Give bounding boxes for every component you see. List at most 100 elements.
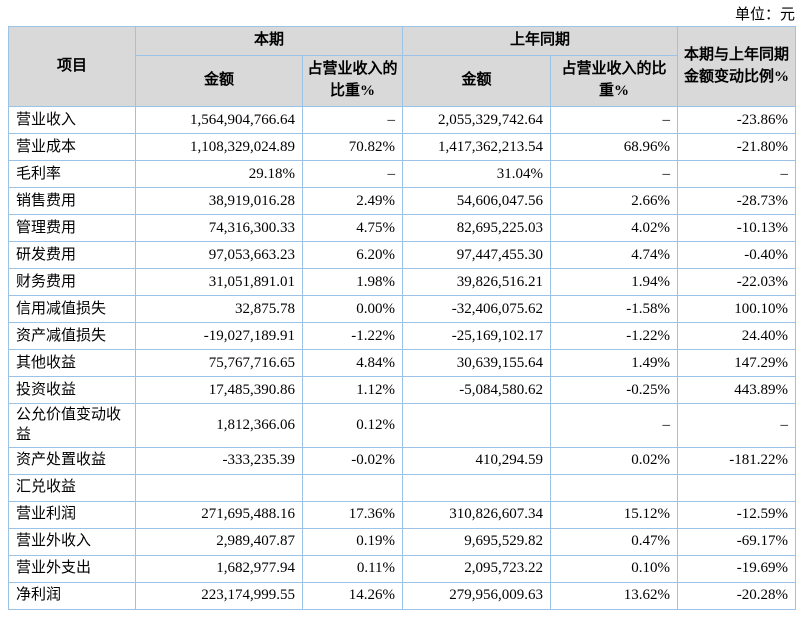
cell-item: 研发费用 — [8, 241, 136, 269]
cell-change-ratio: 24.40% — [677, 322, 797, 350]
cell-current-pct: 4.75% — [301, 214, 404, 242]
cell-prior-pct: 0.02% — [550, 446, 679, 475]
cell-current-pct: 6.20% — [301, 241, 404, 269]
cell-item: 营业利润 — [8, 500, 136, 529]
cell-change-ratio: -21.80% — [677, 133, 797, 161]
cell-item: 汇兑收益 — [8, 473, 136, 502]
cell-change-ratio: -12.59% — [677, 500, 797, 529]
cell-item: 净利润 — [8, 581, 136, 610]
table-row: 管理费用 74,316,300.33 4.75% 82,695,225.03 4… — [8, 214, 797, 242]
cell-change-ratio: 147.29% — [677, 349, 797, 377]
table-row: 研发费用 97,053,663.23 6.20% 97,447,455.30 4… — [8, 241, 797, 269]
col-header-prior-amount: 金额 — [402, 55, 552, 107]
cell-prior-pct: 0.10% — [550, 554, 679, 583]
cell-prior-amount: 410,294.59 — [402, 446, 552, 475]
cell-change-ratio: -181.22% — [677, 446, 797, 475]
cell-current-amount: 17,485,390.86 — [135, 376, 303, 404]
cell-change-ratio — [677, 473, 797, 502]
cell-current-amount: 1,108,329,024.89 — [135, 133, 303, 161]
cell-prior-pct: 4.74% — [550, 241, 679, 269]
cell-current-amount: 32,875.78 — [135, 295, 303, 323]
table-row: 资产处置收益 -333,235.39 -0.02% 410,294.59 0.0… — [8, 446, 797, 475]
cell-current-pct: -1.22% — [301, 322, 404, 350]
cell-current-pct: 14.26% — [301, 581, 404, 610]
cell-item: 营业成本 — [8, 133, 136, 161]
cell-current-amount: 31,051,891.01 — [135, 268, 303, 296]
cell-prior-pct: – — [550, 160, 679, 188]
cell-prior-pct: 2.66% — [550, 187, 679, 215]
table-row: 信用减值损失 32,875.78 0.00% -32,406,075.62 -1… — [8, 295, 797, 323]
col-header-current-period: 本期 — [134, 26, 404, 56]
cell-item: 营业外收入 — [8, 527, 136, 556]
header-row-subcolumns: 金额 占营业收入的比重% 金额 占营业收入的比重% — [9, 55, 796, 107]
cell-change-ratio: – — [677, 403, 797, 448]
cell-prior-pct: -1.58% — [550, 295, 679, 323]
table-row: 公允价值变动收益 1,812,366.06 0.12% – – — [8, 403, 797, 448]
cell-item: 资产处置收益 — [8, 446, 136, 475]
cell-current-pct: 17.36% — [301, 500, 404, 529]
cell-prior-amount: 31.04% — [402, 160, 552, 188]
cell-prior-pct: 1.94% — [550, 268, 679, 296]
col-header-current-pct: 占营业收入的比重% — [301, 55, 404, 107]
cell-prior-pct: 0.47% — [550, 527, 679, 556]
cell-change-ratio: -19.69% — [677, 554, 797, 583]
cell-prior-amount — [402, 473, 552, 502]
cell-prior-pct: -0.25% — [550, 376, 679, 404]
cell-change-ratio: 443.89% — [677, 376, 797, 404]
cell-prior-amount: 9,695,529.82 — [402, 527, 552, 556]
cell-current-amount: 38,919,016.28 — [135, 187, 303, 215]
cell-prior-pct: – — [550, 106, 679, 134]
cell-change-ratio: – — [677, 160, 797, 188]
table-row: 其他收益 75,767,716.65 4.84% 30,639,155.64 1… — [8, 349, 797, 377]
col-header-prior-period: 上年同期 — [402, 26, 679, 56]
cell-current-amount: 29.18% — [135, 160, 303, 188]
cell-current-pct: 2.49% — [301, 187, 404, 215]
table-row: 营业外收入 2,989,407.87 0.19% 9,695,529.82 0.… — [8, 527, 797, 556]
table-row: 净利润 223,174,999.55 14.26% 279,956,009.63… — [8, 581, 797, 610]
cell-change-ratio: -22.03% — [677, 268, 797, 296]
cell-current-amount: 2,989,407.87 — [135, 527, 303, 556]
cell-prior-amount — [402, 403, 552, 448]
cell-prior-amount: -32,406,075.62 — [402, 295, 552, 323]
cell-change-ratio: -28.73% — [677, 187, 797, 215]
cell-prior-pct: – — [550, 403, 679, 448]
cell-item: 营业收入 — [8, 106, 136, 134]
cell-current-pct: 1.98% — [301, 268, 404, 296]
cell-current-amount: 74,316,300.33 — [135, 214, 303, 242]
col-header-prior-pct: 占营业收入的比重% — [550, 55, 679, 107]
cell-prior-pct: -1.22% — [550, 322, 679, 350]
cell-change-ratio: -20.28% — [677, 581, 797, 610]
cell-item: 资产减值损失 — [8, 322, 136, 350]
cell-change-ratio: -23.86% — [677, 106, 797, 134]
cell-prior-amount: 30,639,155.64 — [402, 349, 552, 377]
cell-prior-pct: 15.12% — [550, 500, 679, 529]
cell-prior-pct: 1.49% — [550, 349, 679, 377]
cell-item: 其他收益 — [8, 349, 136, 377]
cell-prior-pct: 4.02% — [550, 214, 679, 242]
cell-current-pct: – — [301, 160, 404, 188]
cell-item: 毛利率 — [8, 160, 136, 188]
cell-prior-amount: -25,169,102.17 — [402, 322, 552, 350]
cell-current-pct: 0.00% — [301, 295, 404, 323]
cell-change-ratio: -0.40% — [677, 241, 797, 269]
col-header-item: 项目 — [8, 26, 136, 107]
cell-current-pct: -0.02% — [301, 446, 404, 475]
cell-prior-amount: 1,417,362,213.54 — [402, 133, 552, 161]
cell-item: 投资收益 — [8, 376, 136, 404]
cell-prior-pct — [550, 473, 679, 502]
cell-current-amount: -19,027,189.91 — [135, 322, 303, 350]
cell-current-pct: 0.11% — [301, 554, 404, 583]
cell-prior-amount: 2,095,723.22 — [402, 554, 552, 583]
cell-prior-amount: 310,826,607.34 — [402, 500, 552, 529]
cell-prior-amount: 279,956,009.63 — [402, 581, 552, 610]
col-header-current-amount: 金额 — [135, 55, 303, 107]
cell-current-amount: 223,174,999.55 — [135, 581, 303, 610]
cell-item: 信用减值损失 — [8, 295, 136, 323]
cell-current-amount: 97,053,663.23 — [135, 241, 303, 269]
financial-comparison-table: 项目 本期 上年同期 本期与上年同期金额变动比例% 金额 占营业收入的比重% 金… — [8, 26, 797, 610]
cell-current-pct: 0.12% — [301, 403, 404, 448]
cell-item: 销售费用 — [8, 187, 136, 215]
table-row: 毛利率 29.18% – 31.04% – – — [8, 160, 797, 188]
cell-current-pct: – — [301, 106, 404, 134]
